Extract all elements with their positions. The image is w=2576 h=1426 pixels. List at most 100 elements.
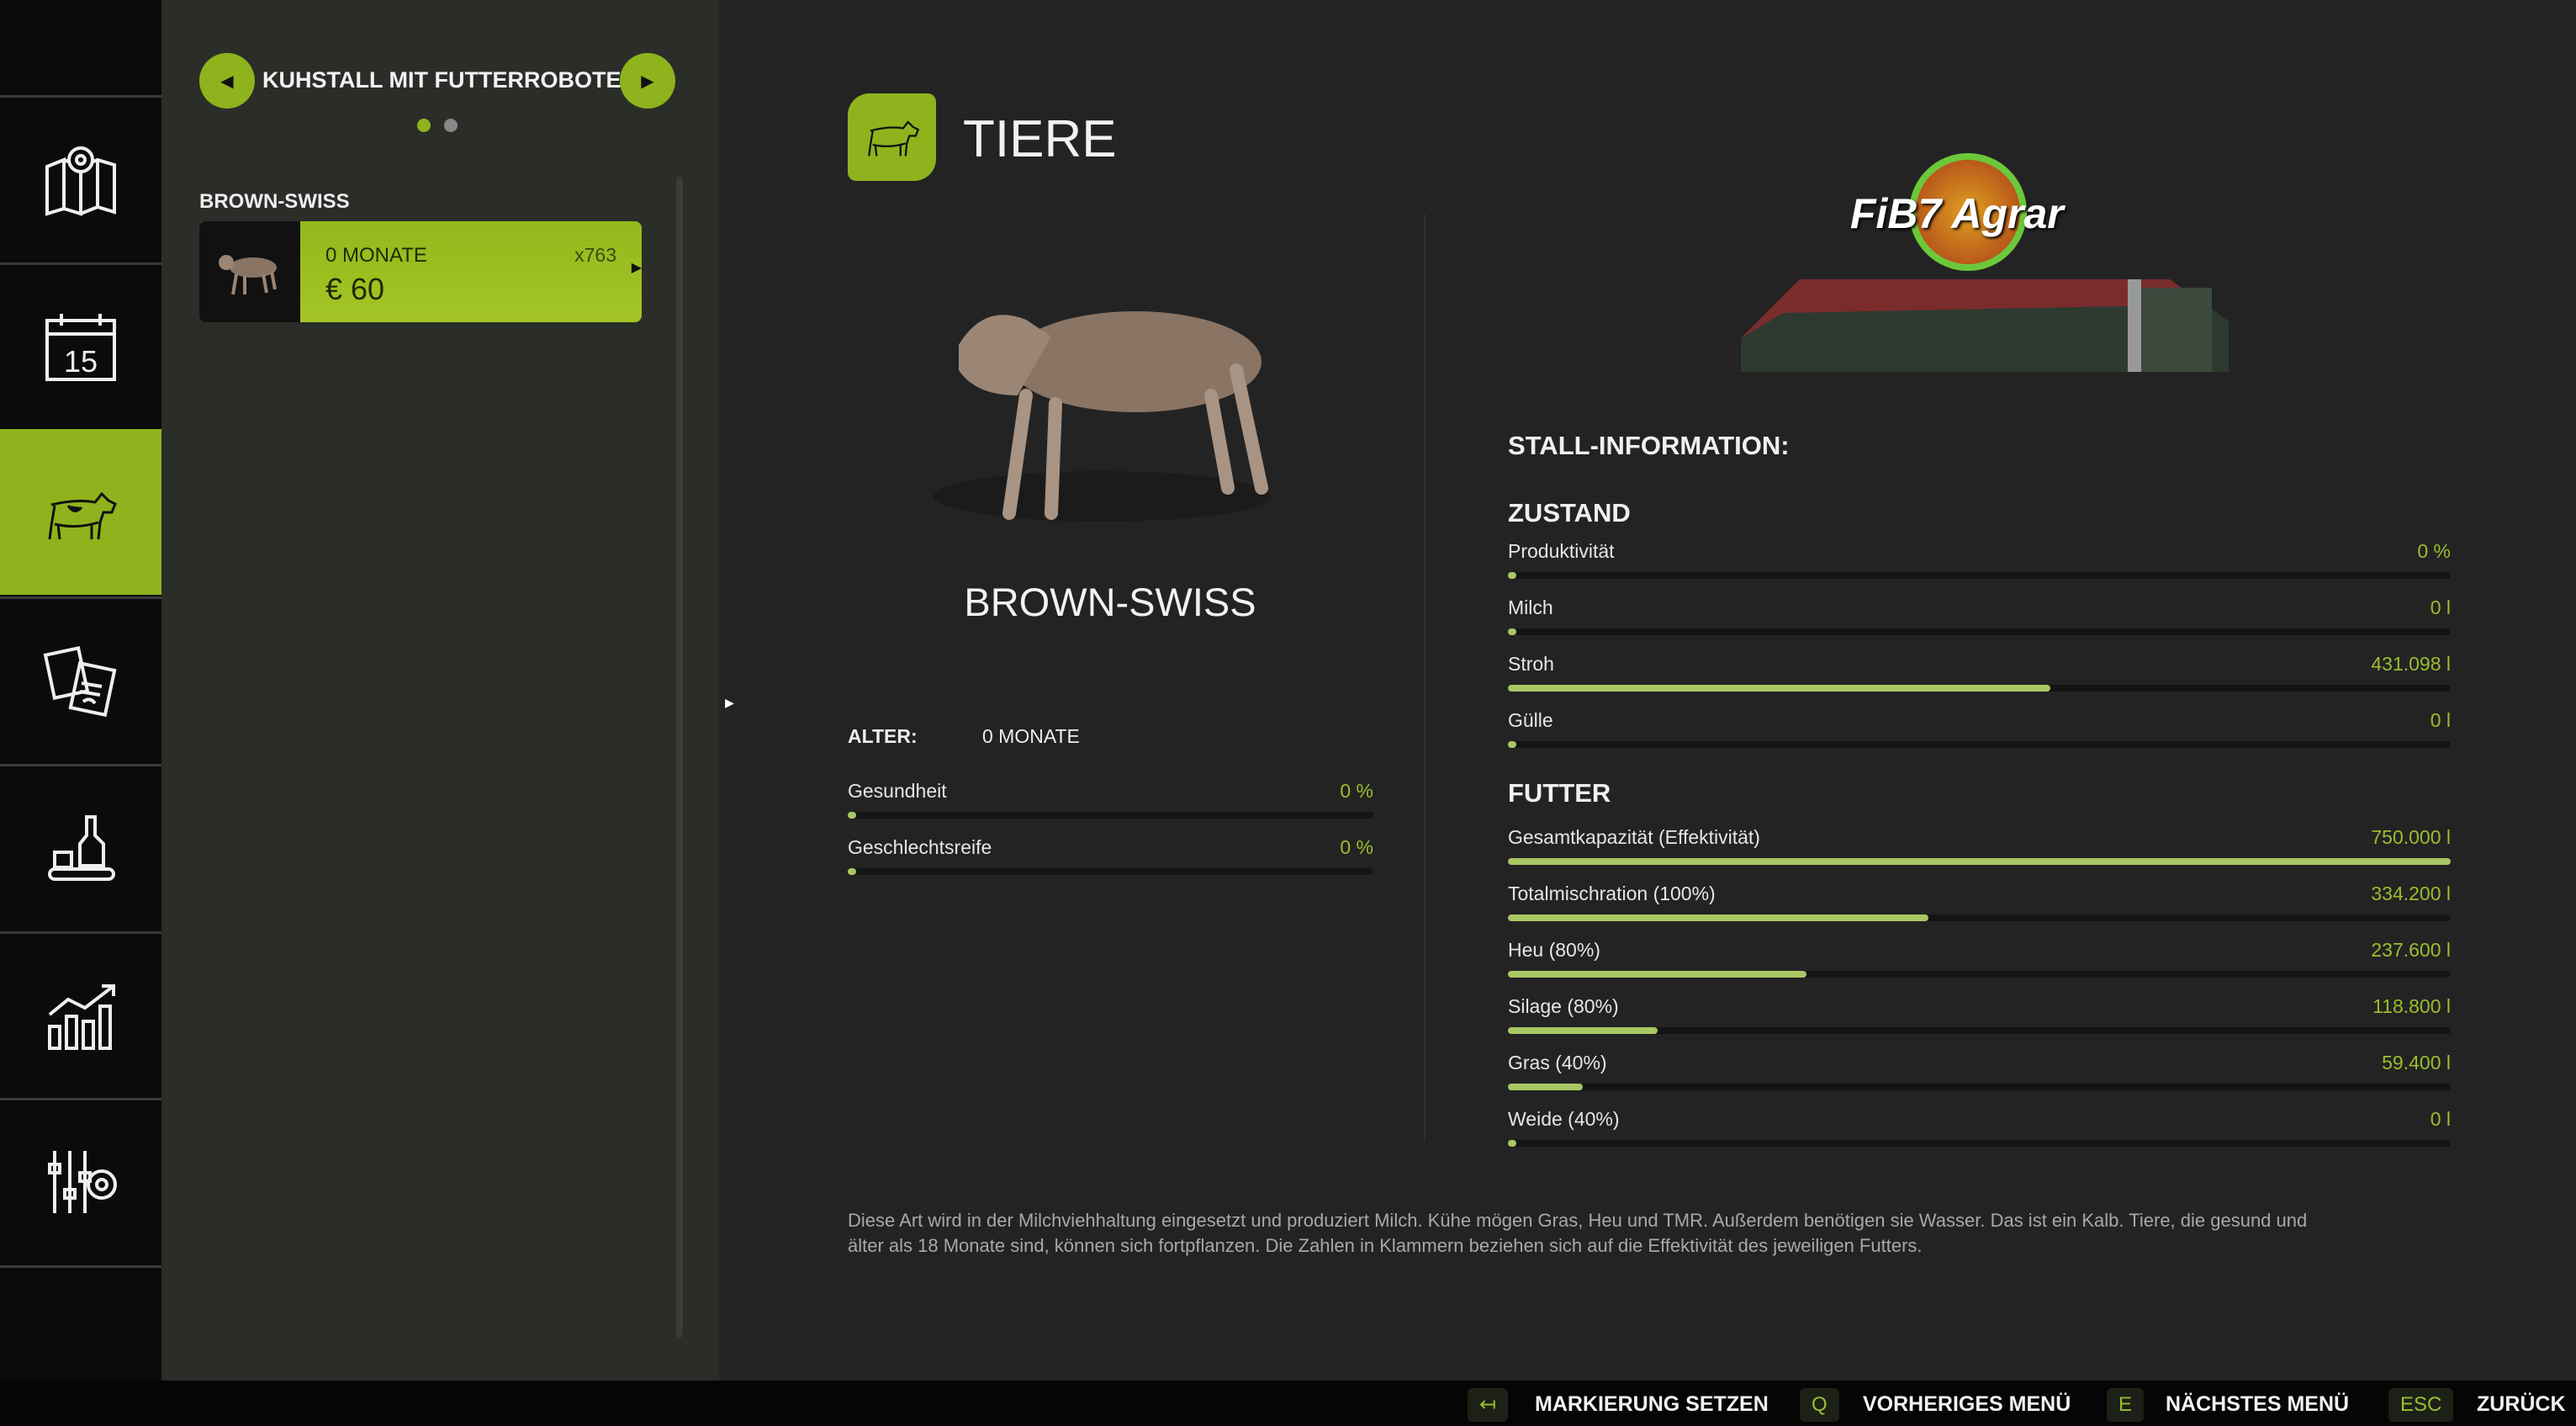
stat-value: 237.600 l bbox=[2371, 939, 2451, 961]
nav-contracts[interactable] bbox=[0, 596, 161, 762]
stat-label: Gras (40%) bbox=[1508, 1052, 1607, 1073]
page-dot-active[interactable] bbox=[417, 119, 431, 132]
footer-bar bbox=[0, 1381, 2576, 1426]
stat-bar-fill bbox=[1508, 628, 1516, 635]
animal-count: x763 bbox=[574, 244, 616, 266]
futter-title: FUTTER bbox=[1508, 778, 1611, 808]
settings-icon bbox=[48, 1151, 117, 1213]
stat-bar bbox=[1508, 971, 2451, 978]
animal-price: € 60 bbox=[325, 272, 385, 306]
nav-settings[interactable] bbox=[0, 1098, 161, 1264]
animal-age: 0 MONATE bbox=[325, 244, 427, 267]
husbandry-panel: ◀ KUHSTALL MIT FUTTERROBOTER ▶ BROWN-SWI… bbox=[161, 0, 740, 1381]
stat-bar-fill bbox=[1508, 685, 2050, 692]
map-icon bbox=[45, 146, 116, 216]
stat-bar bbox=[848, 868, 1373, 875]
barn-image bbox=[1741, 279, 2229, 372]
stat-value: 0 l bbox=[2430, 709, 2451, 731]
stat-bar-fill bbox=[1508, 741, 1516, 748]
farm-logo-text: FiB7 Agrar bbox=[1850, 190, 2064, 237]
stat-bar-fill bbox=[1508, 1027, 1658, 1034]
stat-value: 0 % bbox=[1340, 780, 1373, 802]
collapse-panel-button[interactable]: ▶ bbox=[719, 673, 740, 732]
animal-name: BROWN-SWISS bbox=[964, 580, 1256, 624]
stat-label: Gesamtkapazität (Effektivität) bbox=[1508, 826, 1760, 848]
age-label: ALTER: bbox=[848, 725, 918, 747]
stat-bar-fill bbox=[848, 812, 856, 819]
next-husbandry-button[interactable]: ▶ bbox=[620, 53, 675, 109]
stat-bar bbox=[1508, 741, 2451, 748]
stat-value: 0 % bbox=[2417, 540, 2451, 562]
calendar-icon: 15 bbox=[45, 314, 116, 381]
page-title: TIERE bbox=[963, 110, 1117, 168]
stat-value: 0 l bbox=[2430, 1108, 2451, 1130]
stat-bar bbox=[1508, 628, 2451, 635]
animal-image bbox=[934, 311, 1270, 522]
stat-label: Silage (80%) bbox=[1508, 995, 1619, 1017]
stat-bar-fill bbox=[848, 868, 856, 875]
stat-value: 0 l bbox=[2430, 596, 2451, 618]
arrow-right-icon: ▶ bbox=[641, 72, 654, 91]
stat-bar bbox=[1508, 914, 2451, 921]
cow-icon bbox=[867, 120, 919, 156]
stat-bar bbox=[1508, 1140, 2451, 1147]
stat-bar bbox=[1508, 572, 2451, 579]
stat-bar bbox=[1508, 1084, 2451, 1090]
group-label: BROWN-SWISS bbox=[199, 190, 350, 213]
footer-action-button[interactable]: ZURÜCK bbox=[2477, 1392, 2566, 1416]
nav-calendar[interactable]: 15 bbox=[0, 262, 161, 428]
stat-value: 750.000 l bbox=[2371, 826, 2451, 848]
husbandry-title: KUHSTALL MIT FUTTERROBOTER bbox=[262, 67, 637, 93]
stat-label: Stroh bbox=[1508, 653, 1554, 675]
main-nav: 15 bbox=[0, 0, 161, 1381]
stat-value: 59.400 l bbox=[2382, 1052, 2451, 1073]
stat-label: Produktivität bbox=[1508, 540, 1615, 562]
footer-action-button[interactable]: NÄCHSTES MENÜ bbox=[2166, 1392, 2350, 1416]
calendar-day: 15 bbox=[64, 344, 98, 379]
arrow-right-icon: ▶ bbox=[725, 696, 734, 709]
prev-husbandry-button[interactable]: ◀ bbox=[199, 53, 255, 109]
contracts-icon bbox=[43, 646, 117, 718]
nav-divider bbox=[0, 1265, 161, 1268]
stat-bar bbox=[1508, 1027, 2451, 1034]
nav-map[interactable] bbox=[0, 95, 161, 261]
footer-action-button[interactable]: MARKIERUNG SETZEN bbox=[1535, 1392, 1769, 1416]
stat-bar-fill bbox=[1508, 914, 1928, 921]
stat-label: Heu (80%) bbox=[1508, 939, 1600, 961]
production-icon bbox=[48, 815, 115, 881]
stat-bar bbox=[848, 812, 1373, 819]
key-hint: Q bbox=[1800, 1388, 1839, 1422]
stat-bar-fill bbox=[1508, 971, 1807, 978]
stat-bar bbox=[1508, 685, 2451, 692]
key-hint: ↤ bbox=[1468, 1388, 1509, 1422]
key-hint: E bbox=[2107, 1388, 2145, 1422]
calf-thumbnail bbox=[219, 255, 277, 295]
nav-statistics[interactable] bbox=[0, 931, 161, 1097]
nav-animals[interactable] bbox=[0, 429, 161, 595]
stat-value: 0 % bbox=[1340, 836, 1373, 858]
stat-value: 118.800 l bbox=[2372, 995, 2451, 1017]
animal-description: Diese Art wird in der Milchviehhaltung e… bbox=[848, 1210, 2308, 1256]
animal-list-item[interactable]: 0 MONATE x763 € 60 ▶ bbox=[199, 221, 642, 322]
divider bbox=[1424, 214, 1426, 1142]
stat-bar-fill bbox=[1508, 1140, 1516, 1147]
stat-label: Weide (40%) bbox=[1508, 1108, 1620, 1130]
stat-value: 334.200 l bbox=[2371, 883, 2451, 904]
stat-label: Gülle bbox=[1508, 709, 1553, 731]
stat-value: 431.098 l bbox=[2371, 653, 2451, 675]
arrow-left-icon: ◀ bbox=[220, 72, 234, 91]
key-hint: ESC bbox=[2388, 1388, 2454, 1422]
stat-label: Geschlechtsreife bbox=[848, 836, 992, 858]
stat-label: Milch bbox=[1508, 596, 1553, 618]
footer-action-button[interactable]: VORHERIGES MENÜ bbox=[1863, 1392, 2071, 1416]
zustand-title: ZUSTAND bbox=[1508, 498, 1631, 527]
farm-logo bbox=[1909, 153, 2027, 271]
age-value: 0 MONATE bbox=[982, 725, 1080, 747]
stall-info-title: STALL-INFORMATION: bbox=[1508, 431, 1790, 460]
stat-label: Gesundheit bbox=[848, 780, 947, 802]
scrollbar[interactable] bbox=[676, 177, 683, 1338]
page-dot[interactable] bbox=[444, 119, 458, 132]
stat-bar bbox=[1508, 858, 2451, 865]
nav-production[interactable] bbox=[0, 764, 161, 930]
cow-icon bbox=[48, 491, 117, 540]
